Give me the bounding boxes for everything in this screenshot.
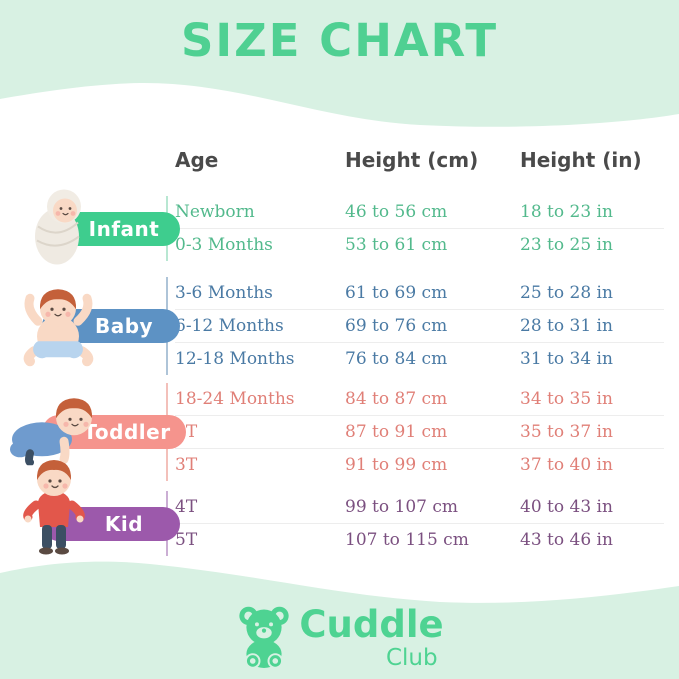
group-toddler: Toddler 18-24 Months 84 to 87 cm 34 to 3… xyxy=(0,383,679,481)
infant-character-icon xyxy=(35,188,81,264)
age-cell: 18-24 Months xyxy=(175,389,295,409)
group-baby: Baby 3-6 Months 61 to 69 cm 25 to 28 in … xyxy=(0,277,679,375)
header-height-in: Height (in) xyxy=(520,148,642,172)
table-row: 5T 107 to 115 cm 43 to 46 in xyxy=(175,523,664,556)
kid-character-icon xyxy=(23,460,85,555)
table-row: 2T 87 to 91 cm 35 to 37 in xyxy=(175,415,664,448)
infant-badge-cell: Infant xyxy=(0,188,180,264)
height-in-cell: 35 to 37 in xyxy=(520,422,613,442)
size-table: Age Height (cm) Height (in) Infant xyxy=(0,146,679,556)
height-cm-cell: 84 to 87 cm xyxy=(345,389,448,409)
table-header-row: Age Height (cm) Height (in) xyxy=(175,146,679,174)
age-cell: 12-18 Months xyxy=(175,349,295,369)
group-kid: Kid 4T 99 to 107 cm 40 to 43 in 5T 107 t… xyxy=(0,460,679,556)
height-cm-cell: 61 to 69 cm xyxy=(345,283,448,303)
height-cm-cell: 76 to 84 cm xyxy=(345,349,448,369)
age-cell: 6-12 Months xyxy=(175,316,284,336)
age-cell: 5T xyxy=(175,530,198,550)
height-cm-cell: 46 to 56 cm xyxy=(345,202,448,222)
age-cell: 3T xyxy=(175,455,198,475)
kid-rows: 4T 99 to 107 cm 40 to 43 in 5T 107 to 11… xyxy=(166,491,664,556)
table-row: 4T 99 to 107 cm 40 to 43 in xyxy=(175,491,664,523)
table-row: 6-12 Months 69 to 76 cm 28 to 31 in xyxy=(175,309,664,342)
height-in-cell: 43 to 46 in xyxy=(520,530,613,550)
height-in-cell: 37 to 40 in xyxy=(520,455,613,475)
height-in-cell: 31 to 34 in xyxy=(520,349,613,369)
table-row: 3T 91 to 99 cm 37 to 40 in xyxy=(175,448,664,481)
height-in-cell: 23 to 25 in xyxy=(520,235,613,255)
teddy-bear-icon xyxy=(239,606,290,669)
height-cm-cell: 69 to 76 cm xyxy=(345,316,448,336)
height-cm-cell: 107 to 115 cm xyxy=(345,530,469,550)
brand-logo: Cuddle Club xyxy=(0,603,679,671)
brand-secondary-text: Club xyxy=(385,645,438,671)
height-cm-cell: 53 to 61 cm xyxy=(345,235,448,255)
age-cell: 4T xyxy=(175,497,198,517)
age-cell: 0-3 Months xyxy=(175,235,273,255)
page-title: SIZE CHART xyxy=(180,14,499,67)
baby-character-icon xyxy=(23,289,94,367)
header-age: Age xyxy=(175,148,219,172)
height-in-cell: 34 to 35 in xyxy=(520,389,613,409)
table-row: Newborn 46 to 56 cm 18 to 23 in xyxy=(175,196,664,228)
baby-badge-cell: Baby xyxy=(0,277,180,375)
age-cell: 2T xyxy=(175,422,198,442)
toddler-badge-cell: Toddler xyxy=(0,383,186,481)
kid-badge-cell: Kid xyxy=(0,460,180,556)
table-row: 3-6 Months 61 to 69 cm 25 to 28 in xyxy=(175,277,664,309)
height-in-cell: 18 to 23 in xyxy=(520,202,613,222)
height-in-cell: 28 to 31 in xyxy=(520,316,613,336)
table-row: 18-24 Months 84 to 87 cm 34 to 35 in xyxy=(175,383,664,415)
header-height-cm: Height (cm) xyxy=(345,148,479,172)
height-cm-cell: 99 to 107 cm xyxy=(345,497,458,517)
toddler-rows: 18-24 Months 84 to 87 cm 34 to 35 in 2T … xyxy=(166,383,664,481)
height-in-cell: 40 to 43 in xyxy=(520,497,613,517)
height-cm-cell: 87 to 91 cm xyxy=(345,422,448,442)
baby-rows: 3-6 Months 61 to 69 cm 25 to 28 in 6-12 … xyxy=(166,277,664,375)
brand-name: Cuddle Club xyxy=(299,603,444,671)
infant-rows: Newborn 46 to 56 cm 18 to 23 in 0-3 Mont… xyxy=(166,196,664,261)
toddler-character-icon xyxy=(10,398,93,466)
height-cm-cell: 91 to 99 cm xyxy=(345,455,448,475)
height-in-cell: 25 to 28 in xyxy=(520,283,613,303)
age-cell: Newborn xyxy=(175,202,255,222)
group-infant: Infant Newborn 46 to 56 cm 18 to 23 in 0… xyxy=(0,188,679,264)
age-cell: 3-6 Months xyxy=(175,283,273,303)
table-row: 12-18 Months 76 to 84 cm 31 to 34 in xyxy=(175,342,664,375)
table-row: 0-3 Months 53 to 61 cm 23 to 25 in xyxy=(175,228,664,261)
brand-primary-text: Cuddle xyxy=(299,603,444,647)
